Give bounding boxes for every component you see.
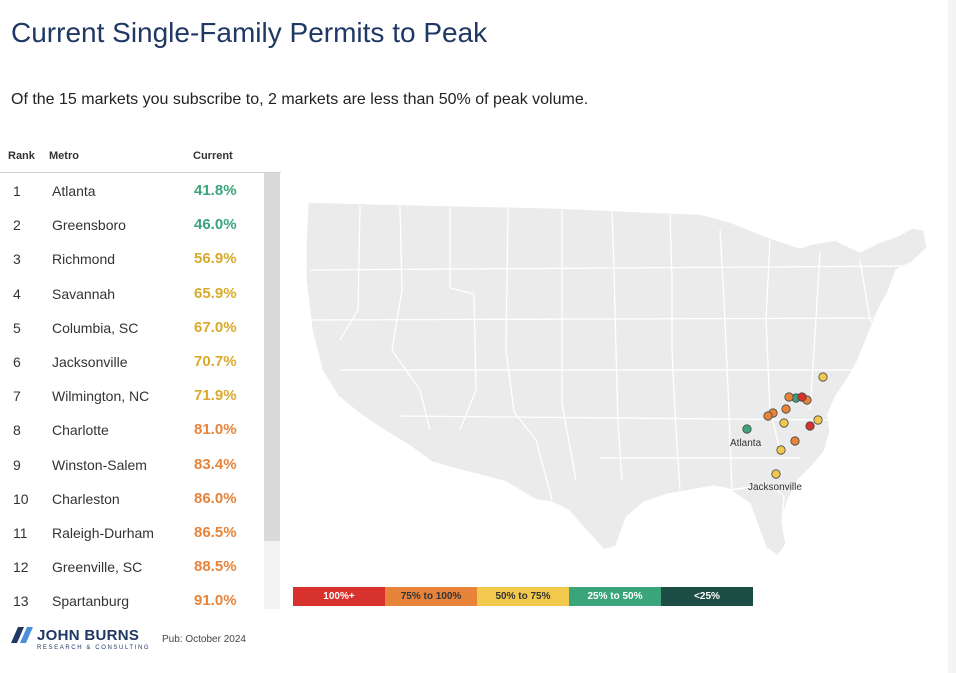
current-cell: 71.9% [194, 387, 237, 405]
marker-winston-salem[interactable] [784, 392, 794, 402]
rank-cell: 13 [13, 593, 29, 609]
rank-cell: 4 [13, 285, 21, 302]
marker-richmond[interactable] [818, 372, 828, 382]
logo-text: JOHN BURNS [37, 627, 140, 644]
metro-cell: Atlanta [52, 183, 96, 199]
state-borders [307, 205, 921, 501]
table-row[interactable]: 11 Raleigh-Durham 86.5% [0, 515, 281, 549]
right-gutter [948, 0, 956, 673]
table-row[interactable]: 9 Winston-Salem 83.4% [0, 447, 281, 481]
rank-cell: 9 [13, 456, 21, 473]
metro-cell: Wilmington, NC [52, 388, 150, 405]
rank-cell: 3 [13, 251, 21, 268]
table-row[interactable]: 3 Richmond 56.9% [0, 241, 281, 275]
marker-greenville[interactable] [763, 411, 773, 421]
metro-cell: Charlotte [52, 422, 109, 439]
marker-spartanburg[interactable] [781, 404, 791, 414]
marker-myrtle-red[interactable] [805, 421, 815, 431]
marker-wilmington[interactable] [813, 415, 823, 425]
table-row[interactable]: 2 Greensboro 46.0% [0, 207, 281, 241]
map-markers[interactable] [742, 372, 828, 479]
rank-cell: 2 [13, 217, 21, 234]
marker-jacksonville[interactable] [771, 469, 781, 479]
current-cell: 41.8% [194, 182, 237, 199]
us-map[interactable]: Atlanta Jacksonville [300, 200, 930, 570]
table-row[interactable]: 7 Wilmington, NC 71.9% [0, 378, 281, 412]
marker-columbia[interactable] [779, 418, 789, 428]
metro-cell: Richmond [52, 251, 116, 268]
metro-cell: Spartanburg [52, 593, 130, 609]
john-burns-logo: JOHN BURNS RESEARCH & CONSULTING [11, 627, 149, 651]
legend-item: <25% [661, 587, 753, 606]
rank-cell: 7 [13, 388, 21, 405]
rank-cell: 11 [13, 524, 28, 541]
metro-cell: Savannah [52, 285, 116, 302]
table-row[interactable]: 5 Columbia, SC 67.0% [0, 310, 281, 344]
table-header: Rank Metro Current [0, 146, 281, 173]
pub-date: Pub: October 2024 [162, 634, 246, 645]
metro-cell: Raleigh-Durham [52, 524, 154, 541]
current-cell: 88.5% [194, 558, 237, 576]
rank-cell: 10 [13, 490, 29, 507]
rank-cell: 8 [13, 422, 21, 439]
florida-land [728, 483, 787, 557]
jacksonville-label: Jacksonville [748, 482, 802, 493]
color-legend: 100%+ 75% to 100% 50% to 75% 25% to 50% <25% [293, 587, 753, 606]
current-cell: 91.0% [194, 592, 237, 609]
table-row[interactable]: 13 Spartanburg 91.0% [0, 583, 281, 609]
rank-header[interactable]: Rank [8, 150, 35, 162]
logo-subtext: RESEARCH & CONSULTING [37, 645, 151, 651]
atlanta-label: Atlanta [730, 438, 762, 449]
table-row[interactable]: 4 Savannah 65.9% [0, 276, 281, 310]
current-cell: 81.0% [194, 421, 237, 439]
current-cell: 65.9% [194, 284, 237, 302]
rank-cell: 5 [13, 319, 21, 336]
rank-cell: 12 [13, 559, 29, 576]
metro-header[interactable]: Metro [49, 150, 79, 162]
metro-cell: Greenville, SC [52, 559, 143, 576]
legend-item: 25% to 50% [569, 587, 661, 606]
legend-item: 50% to 75% [477, 587, 569, 606]
current-cell: 56.9% [194, 250, 237, 268]
marker-charleston[interactable] [790, 436, 800, 446]
metro-cell: Greensboro [52, 217, 126, 234]
table-row[interactable]: 6 Jacksonville 70.7% [0, 344, 281, 378]
rank-cell: 6 [13, 353, 21, 370]
marker-durham-red[interactable] [797, 392, 807, 402]
logo-mark-icon [11, 627, 33, 643]
current-cell: 46.0% [194, 216, 237, 234]
table-body[interactable]: 1 Atlanta 41.8% 2 Greensboro 46.0% 3 Richmond 56… [0, 173, 281, 609]
current-cell: 83.4% [194, 455, 237, 473]
metro-cell: Charleston [52, 490, 120, 507]
marker-atlanta[interactable] [742, 424, 752, 434]
marker-savannah[interactable] [776, 445, 786, 455]
scrollbar-thumb[interactable] [264, 173, 280, 541]
rank-cell: 1 [13, 183, 21, 199]
page-title: Current Single-Family Permits to Peak [11, 17, 488, 48]
metro-table: Rank Metro Current 1 Atlanta 41.8% 2 Greensb… [0, 146, 281, 609]
map-labels: Atlanta Jacksonville [730, 438, 802, 493]
current-cell: 86.5% [194, 523, 237, 541]
metro-cell: Columbia, SC [52, 319, 139, 336]
page-subtitle: Of the 15 markets you subscribe to, 2 ma… [11, 91, 589, 108]
table-row[interactable]: 12 Greenville, SC 88.5% [0, 549, 281, 583]
table-row[interactable]: 8 Charlotte 81.0% [0, 412, 281, 446]
table-row[interactable]: 1 Atlanta 41.8% [0, 173, 281, 207]
current-cell: 67.0% [194, 318, 237, 336]
metro-cell: Winston-Salem [52, 456, 147, 473]
current-cell: 86.0% [194, 489, 237, 507]
metro-cell: Jacksonville [52, 353, 128, 370]
current-header[interactable]: Current [193, 150, 233, 162]
legend-item: 75% to 100% [385, 587, 477, 606]
current-cell: 70.7% [194, 352, 237, 370]
table-row[interactable]: 10 Charleston 86.0% [0, 481, 281, 515]
legend-item: 100%+ [293, 587, 385, 606]
